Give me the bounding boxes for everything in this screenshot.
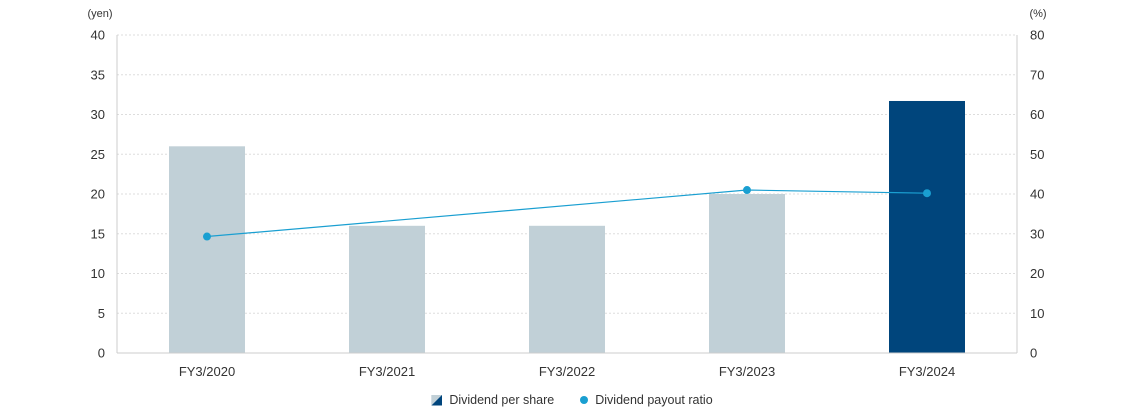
right-tick-label: 80	[1030, 28, 1044, 43]
right-axis-unit: (%)	[1029, 8, 1046, 20]
left-tick-label: 15	[91, 226, 105, 241]
left-tick-label: 30	[91, 107, 105, 122]
x-tick-label: FY3/2023	[719, 364, 775, 379]
payout-ratio-point	[203, 232, 211, 241]
left-tick-label: 10	[91, 266, 105, 281]
right-tick-label: 60	[1030, 107, 1044, 122]
payout-line	[203, 186, 931, 241]
left-tick-label: 35	[91, 67, 105, 82]
payout-ratio-point	[743, 186, 751, 195]
legend-item-dividend-per-share: Dividend per share	[431, 393, 554, 407]
legend-item-dividend-payout-ratio: Dividend payout ratio	[580, 393, 713, 407]
left-tick-label: 20	[91, 187, 105, 202]
right-tick-label: 30	[1030, 226, 1044, 241]
x-tick-label: FY3/2024	[899, 364, 955, 379]
legend: Dividend per share Dividend payout ratio	[0, 393, 1144, 407]
right-tick-label: 10	[1030, 306, 1044, 321]
x-tick-label: FY3/2020	[179, 364, 235, 379]
left-tick-label: 5	[98, 306, 105, 321]
bar-fy3-2022	[529, 225, 605, 353]
right-tick-label: 50	[1030, 147, 1044, 162]
legend-label-dividend-payout-ratio: Dividend payout ratio	[595, 393, 713, 407]
bar-fy3-2023	[709, 194, 785, 353]
x-tick-label: FY3/2021	[359, 364, 415, 379]
x-tick-label: FY3/2022	[539, 364, 595, 379]
axes: 0 5 10 15 20 25 30 35 40 0 10 20 30 40 50 60 70 80 FY3/202…	[91, 28, 1045, 380]
legend-label-dividend-per-share: Dividend per share	[449, 393, 555, 407]
right-tick-label: 40	[1030, 187, 1044, 202]
bars	[169, 100, 965, 353]
dot-swatch-icon	[580, 396, 589, 404]
left-tick-label: 0	[98, 346, 105, 361]
left-axis-unit: (yen)	[87, 8, 112, 20]
right-tick-label: 0	[1030, 346, 1037, 361]
bar-fy3-2020	[169, 146, 245, 353]
payout-ratio-point	[923, 189, 931, 198]
bar-fy3-2024	[889, 100, 965, 353]
left-tick-label: 25	[91, 147, 105, 162]
left-tick-label: 40	[91, 28, 105, 43]
bar-swatch-icon	[431, 394, 443, 406]
right-tick-label: 20	[1030, 266, 1044, 281]
right-tick-label: 70	[1030, 67, 1044, 82]
bar-fy3-2021	[349, 225, 425, 353]
